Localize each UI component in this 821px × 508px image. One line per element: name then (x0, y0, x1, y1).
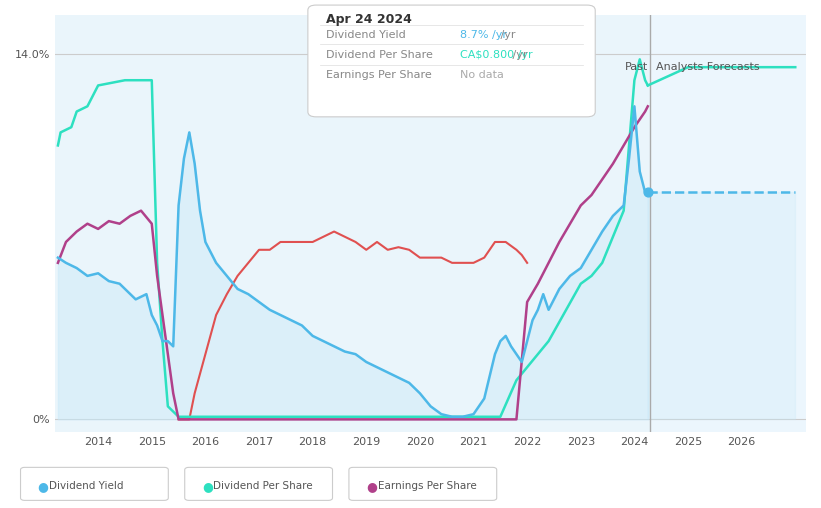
Text: Analysts Forecasts: Analysts Forecasts (656, 61, 759, 72)
Text: Past: Past (625, 61, 648, 72)
Text: Dividend Yield: Dividend Yield (49, 481, 124, 491)
Text: Apr 24 2024: Apr 24 2024 (326, 13, 412, 26)
Text: /yr: /yr (509, 50, 528, 60)
Text: No data: No data (460, 70, 503, 80)
Text: ●: ● (202, 480, 213, 493)
Text: Earnings Per Share: Earnings Per Share (326, 70, 432, 80)
Text: 8.7% /yr: 8.7% /yr (460, 30, 507, 40)
Text: Dividend Per Share: Dividend Per Share (326, 50, 433, 60)
Text: CA$0.800 /yr: CA$0.800 /yr (460, 50, 532, 60)
Text: Dividend Yield: Dividend Yield (326, 30, 406, 40)
Text: /yr: /yr (497, 30, 516, 40)
Text: Dividend Per Share: Dividend Per Share (213, 481, 313, 491)
Point (641, 188, 654, 197)
Bar (650, 15, 806, 432)
Text: Earnings Per Share: Earnings Per Share (378, 481, 476, 491)
Text: ●: ● (366, 480, 377, 493)
Bar (55, 15, 650, 432)
Text: ●: ● (38, 480, 48, 493)
